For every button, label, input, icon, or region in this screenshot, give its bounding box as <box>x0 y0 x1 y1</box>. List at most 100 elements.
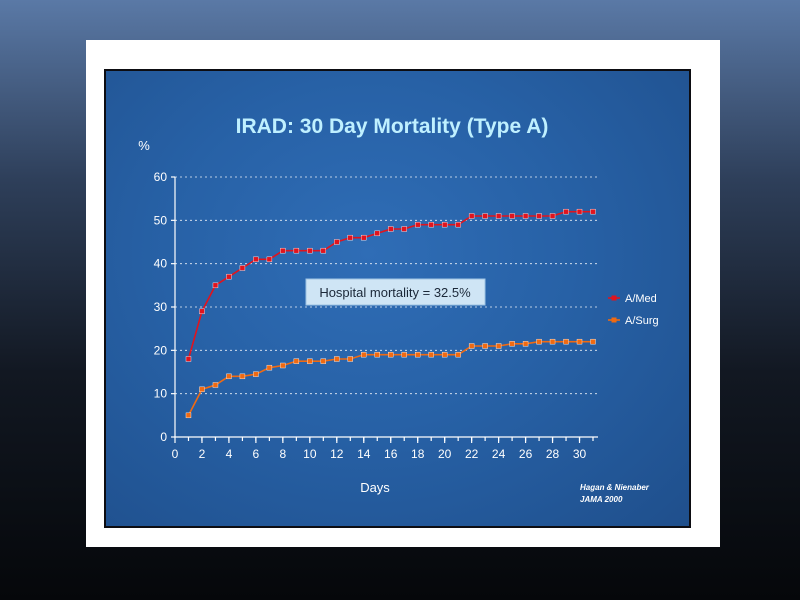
data-point-a-med-24 <box>495 213 502 219</box>
data-point-a-surg-21 <box>455 351 461 358</box>
data-point-a-med-8 <box>280 247 286 254</box>
source-note-line-1: Hagan & Nienaber <box>580 483 650 492</box>
legend-marker-a-med <box>611 295 617 301</box>
data-point-a-med-14 <box>361 234 367 241</box>
data-point-a-med-17 <box>401 226 407 232</box>
y-tick-label-20: 20 <box>154 343 168 357</box>
data-point-a-surg-4 <box>226 373 232 380</box>
data-point-a-surg-12 <box>334 356 340 362</box>
data-point-a-surg-2 <box>199 386 205 393</box>
data-point-a-med-9 <box>293 247 300 254</box>
data-point-a-surg-17 <box>401 351 407 358</box>
series-a-surg <box>185 338 596 419</box>
data-point-a-surg-15 <box>374 351 380 358</box>
x-tick-label-24: 24 <box>492 447 506 461</box>
y-axis-label: % <box>138 138 150 153</box>
data-point-a-med-29 <box>563 208 569 215</box>
x-tick-label-26: 26 <box>519 447 533 461</box>
data-point-a-med-11 <box>320 247 327 254</box>
data-point-a-surg-13 <box>347 356 353 362</box>
x-tick-label-6: 6 <box>253 447 260 461</box>
annotation-text: Hospital mortality = 32.5% <box>319 285 471 300</box>
y-tick-label-40: 40 <box>154 257 168 271</box>
data-point-a-med-7 <box>266 256 273 263</box>
data-point-a-surg-28 <box>549 338 556 345</box>
data-point-a-surg-23 <box>482 343 488 349</box>
data-point-a-surg-8 <box>280 362 286 369</box>
data-point-a-med-6 <box>253 256 259 263</box>
legend-marker-a-surg <box>611 317 617 323</box>
source-note-line-2: JAMA 2000 <box>580 495 623 504</box>
y-tick-label-0: 0 <box>160 430 167 444</box>
data-point-a-med-5 <box>239 265 246 271</box>
data-point-a-surg-30 <box>576 338 583 345</box>
hospital-mortality-annotation: Hospital mortality = 32.5% <box>305 278 486 306</box>
data-point-a-med-25 <box>509 213 515 219</box>
y-tick-label-30: 30 <box>154 300 168 314</box>
series-a-med <box>185 208 596 362</box>
data-point-a-surg-31 <box>590 338 596 345</box>
chart-title: IRAD: 30 Day Mortality (Type A) <box>236 115 549 138</box>
x-tick-label-12: 12 <box>330 447 344 461</box>
data-point-a-surg-6 <box>253 371 259 377</box>
x-tick-label-2: 2 <box>199 447 206 461</box>
y-tick-label-60: 60 <box>154 170 168 184</box>
x-tick-label-16: 16 <box>384 447 398 461</box>
x-tick-label-8: 8 <box>280 447 287 461</box>
data-point-a-med-22 <box>468 213 475 219</box>
data-point-a-surg-25 <box>509 341 515 347</box>
x-tick-label-18: 18 <box>411 447 425 461</box>
data-point-a-med-3 <box>212 282 219 289</box>
x-tick-label-22: 22 <box>465 447 479 461</box>
data-point-a-med-20 <box>441 221 448 228</box>
x-axis-label: Days <box>360 480 390 495</box>
grid-layer <box>175 176 598 395</box>
data-point-a-med-2 <box>199 308 205 315</box>
legend-entry-a-med: A/Med <box>608 293 657 305</box>
data-point-a-surg-18 <box>415 351 421 358</box>
data-point-a-surg-5 <box>239 373 246 380</box>
data-point-a-surg-7 <box>266 364 273 371</box>
data-point-a-surg-26 <box>522 341 529 347</box>
data-point-a-med-12 <box>334 239 340 245</box>
data-point-a-med-30 <box>576 208 583 215</box>
data-point-a-med-10 <box>307 247 313 254</box>
data-point-a-med-16 <box>388 226 394 232</box>
x-tick-label-20: 20 <box>438 447 452 461</box>
data-point-a-med-19 <box>428 221 434 228</box>
legend: A/Med A/Surg <box>608 293 659 327</box>
data-point-a-surg-11 <box>320 358 327 364</box>
data-point-a-surg-22 <box>468 343 475 349</box>
x-tick-label-28: 28 <box>546 447 560 461</box>
y-tick-label-10: 10 <box>154 387 168 401</box>
x-tick-label-0: 0 <box>172 447 179 461</box>
data-point-a-surg-16 <box>388 351 394 358</box>
data-point-a-surg-14 <box>361 351 367 358</box>
x-tick-label-14: 14 <box>357 447 371 461</box>
data-point-a-surg-20 <box>441 351 448 358</box>
data-point-a-med-13 <box>347 234 353 241</box>
data-point-a-med-1 <box>185 356 192 362</box>
data-point-a-surg-29 <box>563 338 569 345</box>
x-tick-label-10: 10 <box>303 447 317 461</box>
data-point-a-med-28 <box>549 213 556 219</box>
data-point-a-surg-27 <box>536 338 542 345</box>
legend-entry-a-surg: A/Surg <box>608 315 659 327</box>
data-point-a-surg-10 <box>307 358 313 364</box>
data-point-a-med-26 <box>522 213 529 219</box>
data-point-a-surg-3 <box>212 382 219 388</box>
data-point-a-med-23 <box>482 213 488 219</box>
data-point-a-med-31 <box>590 208 596 215</box>
annotation-box <box>305 278 486 306</box>
data-point-a-surg-1 <box>185 412 192 419</box>
y-tick-label-50: 50 <box>154 213 168 227</box>
series-layer <box>185 208 596 419</box>
legend-label-a-surg: A/Surg <box>625 315 659 327</box>
data-point-a-med-21 <box>455 221 461 228</box>
chart-panel: 0 10 20 30 40 50 60 0 2 4 6 8 10 12 14 16 18 20 22 24 26 28 30… <box>104 69 691 528</box>
data-point-a-med-18 <box>415 221 421 228</box>
legend-label-a-med: A/Med <box>625 293 657 305</box>
data-point-a-med-27 <box>536 213 542 219</box>
